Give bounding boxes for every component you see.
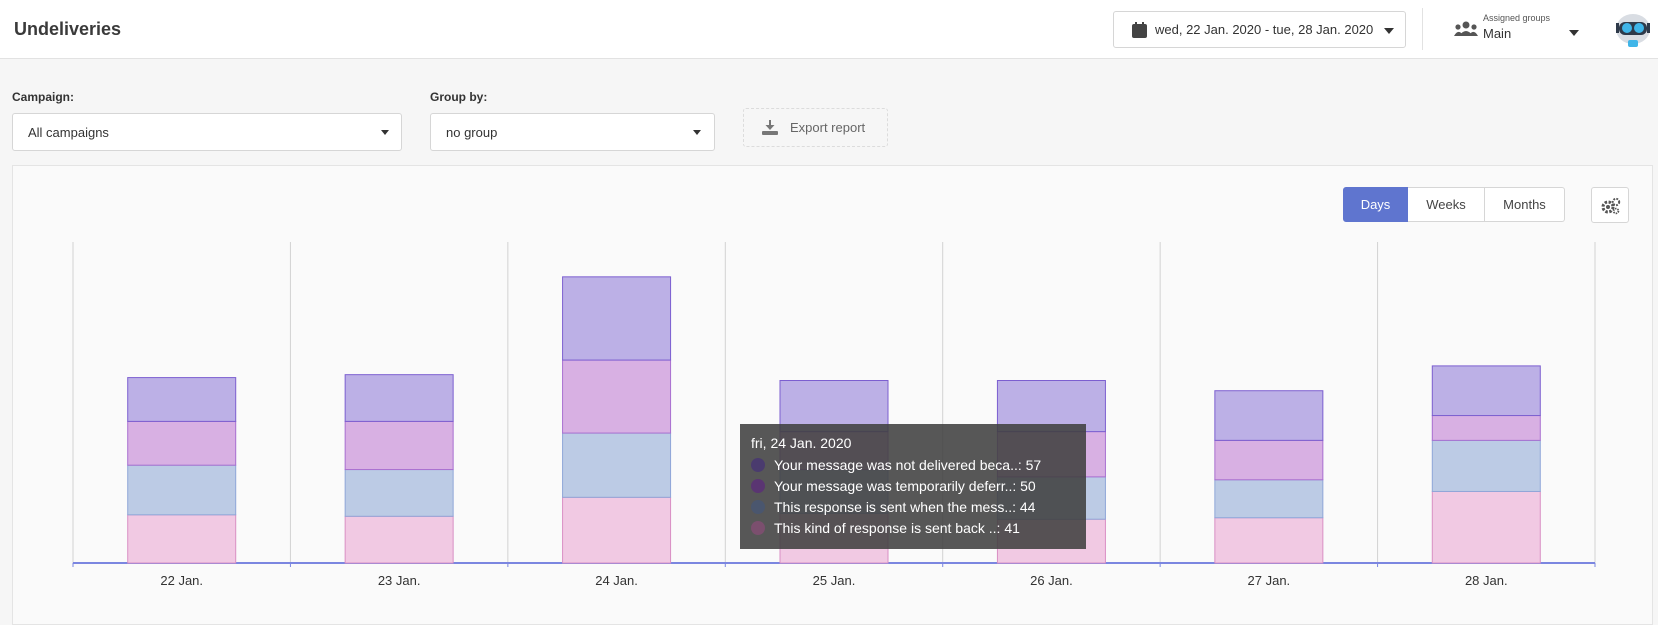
group-by-select-value: no group [446,124,498,140]
users-icon [1454,21,1478,36]
chevron-down-icon [1569,30,1579,36]
chart-tooltip: fri, 24 Jan. 2020 Your message was not d… [740,424,1086,549]
bar-segment [1214,479,1324,519]
download-icon [762,120,778,135]
divider [1422,8,1423,50]
tooltip-row-label: Your message was not delivered beca..: 5… [774,456,1042,473]
bar-segment [344,469,454,517]
date-range-picker[interactable]: wed, 22 Jan. 2020 - tue, 28 Jan. 2020 [1113,11,1406,48]
x-tick-label: 22 Jan. [160,573,203,588]
tooltip-row: This kind of response is sent back ..: 4… [751,517,1075,538]
chart-settings-button[interactable] [1591,187,1629,223]
bar-segment [1431,490,1541,564]
x-tick-label: 26 Jan. [1030,573,1073,588]
bar-segment [562,359,672,434]
group-by-select[interactable]: no group [430,113,715,151]
legend-dot-icon [751,457,765,472]
top-bar: Undeliveries wed, 22 Jan. 2020 - tue, 28… [0,0,1658,59]
period-months-label: Months [1503,197,1546,212]
campaign-select-value: All campaigns [28,124,109,140]
legend-dot-icon [751,520,765,535]
gears-icon [1601,197,1621,215]
bar-segment [344,374,454,422]
bar-segment [127,420,237,466]
assigned-groups-label: Assigned groups [1483,13,1551,23]
export-report-label: Export report [790,120,866,135]
x-tick-label: 24 Jan. [595,573,638,588]
x-tick-label: 27 Jan. [1248,573,1291,588]
tooltip-row-label: Your message was temporarily deferr..: 5… [774,477,1036,494]
period-days-button[interactable]: Days [1343,187,1408,222]
tooltip-title: fri, 24 Jan. 2020 [751,435,852,451]
tooltip-row: Your message was not delivered beca..: 5… [751,454,1075,475]
period-toggle: Days Weeks Months [1343,187,1565,222]
bar-segment [562,432,672,498]
bar-segment [1214,517,1324,564]
x-tick-label: 28 Jan. [1465,573,1508,588]
assigned-groups-value: Main [1483,26,1512,41]
bar-segment [127,377,237,422]
bar-segment [1431,439,1541,492]
chevron-down-icon [1384,28,1394,34]
tooltip-row: This response is sent when the mess..: 4… [751,496,1075,517]
bar-segment [562,496,672,564]
campaign-label: Campaign: [12,90,75,104]
chevron-down-icon [693,130,701,135]
chevron-down-icon [381,130,389,135]
tooltip-row-label: This kind of response is sent back ..: 4… [774,519,1020,536]
campaign-select[interactable]: All campaigns [12,113,402,151]
tooltip-row-label: This response is sent when the mess..: 4… [774,498,1036,515]
bar-segment [127,464,237,516]
period-days-label: Days [1360,197,1391,212]
legend-dot-icon [751,478,765,493]
assigned-groups-selector[interactable]: Assigned groups Main [1452,12,1582,48]
period-weeks-label: Weeks [1426,197,1466,212]
bar-segment [1214,439,1324,481]
date-range-text: wed, 22 Jan. 2020 - tue, 28 Jan. 2020 [1155,22,1374,37]
bar-segment [344,515,454,564]
bar-segment [127,514,237,564]
x-tick-label: 25 Jan. [813,573,856,588]
avatar[interactable] [1613,9,1653,51]
calendar-icon [1132,21,1147,38]
x-tick-label: 23 Jan. [378,573,421,588]
bar-segment [779,380,889,433]
tooltip-row: Your message was temporarily deferr..: 5… [751,475,1075,496]
bar-segment [1431,365,1541,417]
group-by-label: Group by: [430,90,488,104]
bar-segment [1431,415,1541,441]
bar-segment [562,276,672,361]
export-report-button[interactable]: Export report [743,108,888,147]
legend-dot-icon [751,499,765,514]
bar-segment [1214,390,1324,441]
page-title: Undeliveries [14,19,122,39]
period-weeks-button[interactable]: Weeks [1408,187,1485,222]
period-months-button[interactable]: Months [1485,187,1565,222]
bar-segment [344,420,454,471]
